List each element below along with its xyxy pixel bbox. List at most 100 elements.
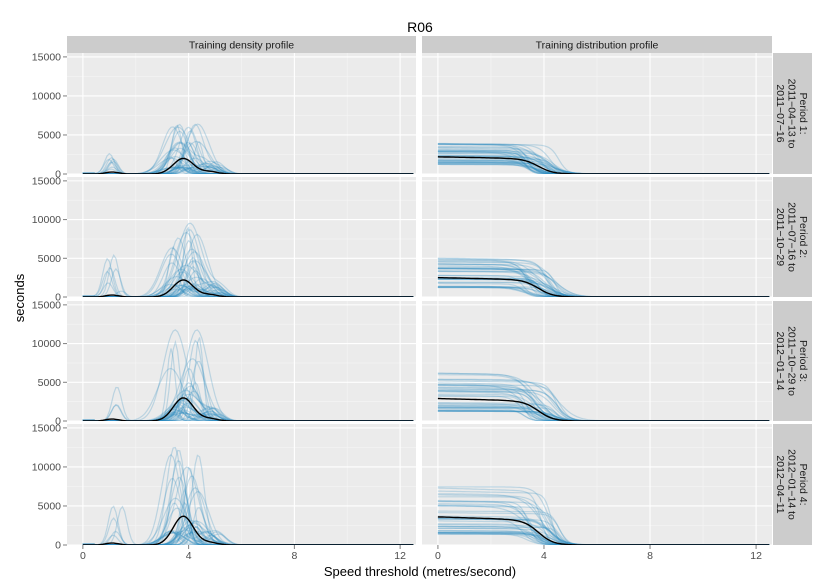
individual-session-line: [437, 407, 770, 421]
individual-session-line: [437, 531, 770, 545]
individual-session-line: [437, 380, 770, 421]
individual-session-line: [437, 527, 770, 545]
individual-session-line: [82, 367, 414, 421]
individual-session-line: [437, 143, 770, 174]
individual-session-line: [437, 510, 770, 545]
row-strip-period-1: [773, 53, 812, 174]
y-tick-label: 0: [55, 169, 61, 181]
column-strip-2: [422, 36, 772, 53]
series-lines: [437, 486, 770, 545]
individual-session-line: [437, 387, 770, 421]
individual-session-line: [437, 149, 770, 174]
mean-profile-line: [437, 156, 770, 174]
individual-session-line: [437, 268, 770, 297]
individual-session-line: [437, 150, 770, 174]
y-tick-label: 5000: [38, 253, 62, 265]
y-tick-label: 0: [55, 540, 61, 552]
strips: Period 1:2011−04−13 to2011−07−16 Period 2…: [67, 36, 812, 545]
individual-session-line: [437, 403, 770, 421]
series-lines: [82, 123, 414, 174]
individual-session-line: [437, 278, 770, 297]
panel-r2-c1: [67, 177, 416, 298]
individual-session-line: [437, 527, 770, 545]
individual-session-line: [437, 486, 770, 545]
individual-session-line: [437, 391, 770, 421]
individual-session-line: [437, 281, 770, 297]
row-strip-label: Period 4:2012−01−14 to2012−04−11: [774, 449, 809, 520]
individual-session-line: [437, 529, 770, 545]
individual-session-line: [437, 406, 770, 421]
individual-session-line: [437, 532, 770, 545]
y-tick-label: 15000: [32, 175, 61, 187]
individual-session-line: [437, 161, 770, 174]
individual-session-line: [437, 409, 770, 421]
individual-session-line: [437, 372, 770, 421]
y-tick-label: 10000: [32, 90, 61, 102]
x-tick-label: 0: [435, 550, 441, 562]
individual-session-line: [437, 159, 770, 174]
panels: [67, 53, 772, 546]
individual-session-line: [437, 149, 770, 174]
individual-session-line: [437, 143, 770, 174]
individual-session-line: [437, 410, 770, 421]
individual-session-line: [437, 405, 770, 421]
y-tick-label: 10000: [32, 461, 61, 473]
individual-session-line: [437, 410, 770, 421]
individual-session-line: [437, 286, 770, 297]
x-tick-label: 0: [80, 550, 86, 562]
y-tick-label: 0: [55, 416, 61, 428]
column-strip-label: Training distribution profile: [536, 40, 659, 52]
individual-session-line: [437, 406, 770, 421]
individual-session-line: [437, 390, 770, 421]
individual-session-line: [437, 162, 770, 174]
individual-session-line: [437, 160, 770, 174]
y-tick-label: 5000: [38, 500, 62, 512]
individual-session-line: [437, 388, 770, 421]
individual-session-line: [437, 374, 770, 421]
individual-session-line: [437, 150, 770, 174]
individual-session-line: [437, 533, 770, 545]
individual-session-line: [437, 146, 770, 174]
row-strip-period-4: [773, 424, 812, 545]
individual-session-line: [437, 525, 770, 545]
individual-session-line: [437, 504, 770, 545]
individual-session-line: [437, 151, 770, 174]
x-tick-label: 12: [394, 550, 406, 562]
individual-session-line: [437, 401, 770, 421]
individual-session-line: [437, 531, 770, 545]
individual-session-line: [437, 384, 770, 421]
individual-session-line: [437, 163, 770, 174]
individual-session-line: [437, 410, 770, 421]
x-tick-label: 4: [186, 550, 192, 562]
individual-session-line: [437, 148, 770, 174]
individual-session-line: [437, 155, 770, 174]
row-strip-period-3: [773, 301, 812, 421]
individual-session-line: [437, 282, 770, 297]
individual-session-line: [437, 382, 770, 421]
series-lines: [82, 329, 414, 421]
individual-session-line: [437, 156, 770, 174]
individual-session-line: [437, 266, 770, 297]
individual-session-line: [437, 515, 770, 545]
individual-session-line: [437, 154, 770, 174]
panel-r3-c1: [67, 301, 416, 422]
individual-session-line: [437, 287, 770, 297]
individual-session-line: [437, 487, 770, 545]
y-tick-label: 0: [55, 292, 61, 304]
individual-session-line: [437, 146, 770, 174]
individual-session-line: [437, 523, 770, 545]
individual-session-line: [437, 533, 770, 545]
individual-session-line: [437, 500, 770, 545]
individual-session-line: [437, 150, 770, 174]
individual-session-line: [437, 143, 770, 174]
individual-session-line: [437, 512, 770, 545]
individual-session-line: [437, 500, 770, 545]
individual-session-line: [437, 518, 770, 545]
individual-session-line: [437, 503, 770, 545]
individual-session-line: [437, 386, 770, 421]
individual-session-line: [437, 504, 770, 545]
individual-session-line: [437, 285, 770, 297]
individual-session-line: [437, 144, 770, 174]
y-tick-label: 15000: [32, 51, 61, 63]
individual-session-line: [437, 395, 770, 421]
